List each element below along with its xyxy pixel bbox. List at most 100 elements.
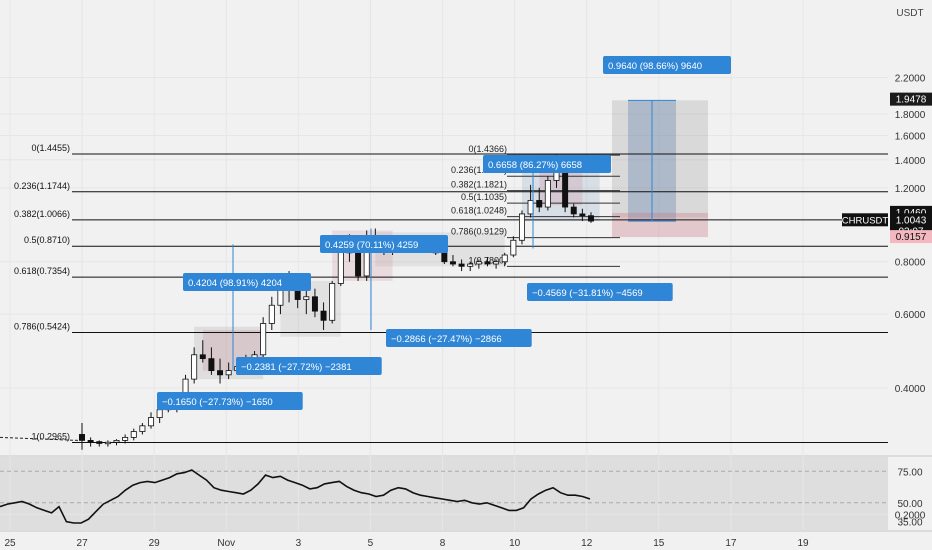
candle-body-down bbox=[208, 358, 215, 372]
measure-label-box bbox=[183, 273, 311, 291]
measure-label-text: −0.1650 (−27.73%) −1650 bbox=[162, 397, 273, 408]
fib-left-level-label: 1(0.2965) bbox=[31, 432, 70, 442]
candle-body-up bbox=[113, 440, 120, 443]
fib-left-level-label: 0(1.4455) bbox=[31, 143, 70, 153]
time-axis-label: 27 bbox=[77, 538, 89, 549]
candle-body-up bbox=[475, 261, 482, 265]
candle-body-up bbox=[303, 296, 310, 300]
time-axis-label: Nov bbox=[217, 538, 235, 549]
price-axis-tick-label: 1.8000 bbox=[895, 110, 926, 121]
candle-body-down bbox=[449, 261, 456, 265]
time-axis-label: 3 bbox=[296, 538, 302, 549]
price-badge-bg bbox=[890, 230, 932, 244]
price-badge-label: 1.9478 bbox=[896, 95, 927, 106]
measure-label-box bbox=[386, 329, 532, 347]
fib-right-level-label: 0.382(1.1821) bbox=[451, 180, 507, 190]
candle-body-up bbox=[329, 283, 336, 321]
fib-right-level-label: 0.618(1.0248) bbox=[451, 206, 507, 216]
price-badge-label: 1.0043 bbox=[896, 215, 927, 226]
measure-label-text: −0.4569 (−31.81%) −4569 bbox=[532, 288, 643, 299]
price-axis-tick-label: 0.4000 bbox=[895, 384, 926, 395]
candle-body-up bbox=[268, 304, 275, 324]
projection-shade-gray bbox=[612, 100, 708, 218]
symbol-tag-label: CHRUSDT bbox=[842, 215, 889, 226]
candle-body-up bbox=[544, 180, 551, 208]
time-axis-label: 19 bbox=[797, 538, 809, 549]
measure-label-box bbox=[483, 155, 611, 173]
candle-body-down bbox=[458, 263, 465, 267]
candle-body-down bbox=[441, 252, 448, 263]
price-axis-tick-label: 0.6000 bbox=[895, 310, 926, 321]
measure-label-text: 0.6658 (86.27%) 6658 bbox=[488, 160, 582, 171]
measure-label-text: 0.4204 (98.91%) 4204 bbox=[188, 278, 282, 289]
time-axis-label: 15 bbox=[653, 538, 665, 549]
price-axis-tick-label: 1.4000 bbox=[895, 156, 926, 167]
candle-body-down bbox=[87, 440, 94, 443]
candle-body-up bbox=[501, 254, 508, 263]
fib-left-level-label: 0.618(0.7354) bbox=[14, 266, 70, 276]
candle-body-up bbox=[139, 425, 146, 432]
measure-label-text: −0.2866 (−27.47%) −2866 bbox=[391, 334, 502, 345]
fib-left-level-label: 0.5(0.8710) bbox=[24, 235, 70, 245]
time-axis-label: 5 bbox=[368, 538, 374, 549]
measure-label-text: −0.2381 (−27.72%) −2381 bbox=[241, 362, 352, 373]
fib-left-level-label: 0.786(0.5424) bbox=[14, 322, 70, 332]
candle-body-up bbox=[260, 323, 267, 356]
candle-body-up bbox=[104, 441, 111, 445]
rsi-axis-label: 35.00 bbox=[897, 518, 922, 529]
candle-body-up bbox=[510, 239, 517, 256]
candle-body-down bbox=[311, 296, 318, 312]
rsi-pane-background bbox=[0, 457, 888, 530]
candle-body-down bbox=[217, 370, 224, 376]
price-badge-bg bbox=[890, 92, 932, 106]
candle-body-up bbox=[527, 200, 534, 215]
candle-body-up bbox=[225, 370, 232, 376]
candle-body-up bbox=[191, 354, 198, 380]
candle-body-down bbox=[570, 206, 577, 215]
time-axis-label: 17 bbox=[725, 538, 737, 549]
history-dashed-line bbox=[0, 436, 79, 441]
measure-label-box bbox=[527, 283, 673, 301]
candle-body-up bbox=[493, 261, 500, 265]
candle-body-down bbox=[536, 200, 543, 208]
fib-left-level-label: 0.382(1.0066) bbox=[14, 209, 70, 219]
fib-right-level-label: 0.236(1.2794) bbox=[451, 165, 507, 175]
measure-label-text: 0.9640 (98.66%) 9640 bbox=[608, 61, 702, 72]
price-axis-tick-label: 1.6000 bbox=[895, 131, 926, 142]
time-axis-label: 25 bbox=[4, 538, 16, 549]
price-axis-tick-label: 0.8000 bbox=[895, 258, 926, 269]
fib-left-level-label: 0.236(1.1744) bbox=[14, 181, 70, 191]
measure-label-text: 0.4259 (70.11%) 4259 bbox=[325, 240, 418, 251]
measure-label-box bbox=[157, 392, 303, 410]
price-axis-tick-label: 0.2000 bbox=[895, 510, 926, 521]
candle-body-down bbox=[79, 434, 85, 441]
price-axis-unit: USDT bbox=[896, 8, 923, 19]
fib-right-level-label: 0.5(1.1035) bbox=[461, 192, 507, 202]
measure-label-box bbox=[236, 357, 382, 375]
price-badge: 0.9157 bbox=[890, 230, 932, 244]
candle-body-down bbox=[355, 252, 362, 277]
candle-body-up bbox=[467, 263, 474, 267]
measure-label-box bbox=[603, 56, 731, 74]
rsi-axis-label: 50.00 bbox=[897, 499, 922, 510]
price-axis-tick-label: 2.2000 bbox=[895, 73, 926, 84]
candle-body-down bbox=[588, 215, 594, 222]
candle-body-down bbox=[579, 213, 586, 217]
candle-body-down bbox=[199, 354, 206, 360]
rsi-axis-label: 75.00 bbox=[897, 467, 922, 478]
fib-right-level-label: 0(1.4366) bbox=[468, 144, 507, 154]
candle-body-down bbox=[484, 261, 491, 265]
candle-body-up bbox=[277, 288, 284, 306]
time-axis-label: 10 bbox=[509, 538, 521, 549]
rsi-line bbox=[0, 469, 591, 524]
candle-body-up bbox=[156, 409, 163, 419]
time-axis-label: 8 bbox=[440, 538, 446, 549]
symbol-tag-bg bbox=[842, 213, 888, 227]
price-axis-tick-label: 1.2000 bbox=[895, 184, 926, 195]
price-badge-label: 0.9157 bbox=[896, 232, 927, 243]
candle-body-up bbox=[122, 436, 129, 441]
candle-body-up bbox=[148, 417, 155, 427]
candle-body-down bbox=[96, 441, 103, 444]
